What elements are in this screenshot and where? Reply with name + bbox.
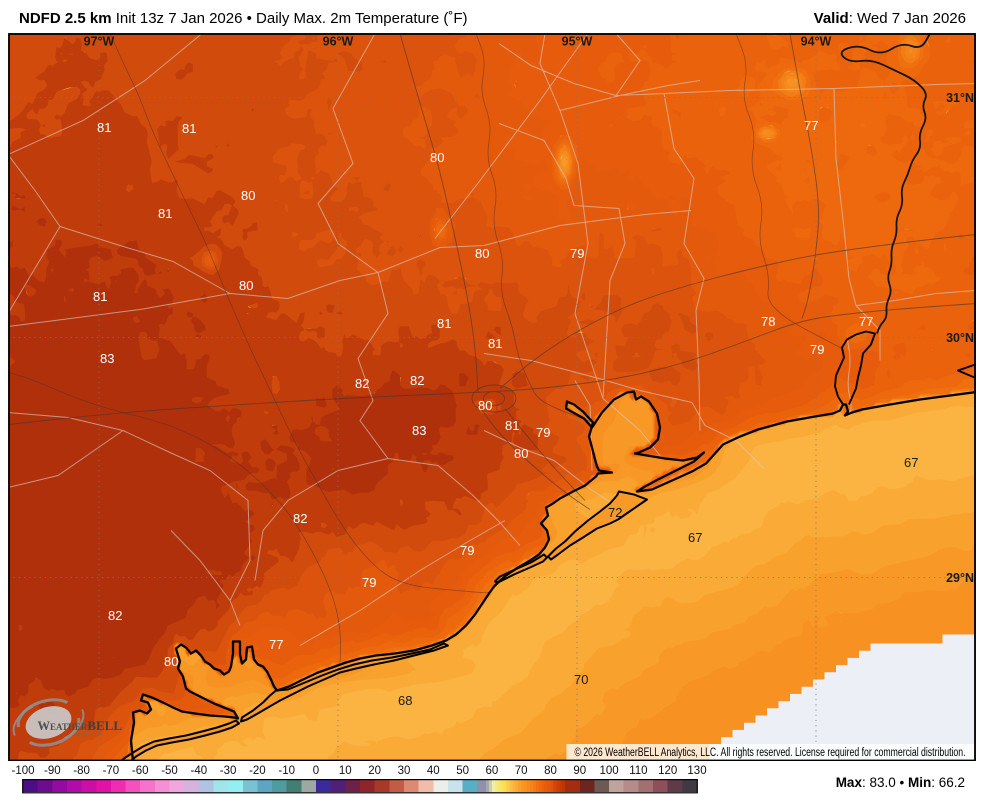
svg-text:80: 80 <box>475 246 489 261</box>
svg-text:94°W: 94°W <box>801 35 832 49</box>
svg-text:79: 79 <box>460 543 474 558</box>
svg-text:29°N: 29°N <box>946 571 974 585</box>
svg-text:31°N: 31°N <box>946 91 974 105</box>
svg-text:81: 81 <box>437 316 451 331</box>
svg-text:79: 79 <box>362 575 376 590</box>
svg-text:80: 80 <box>430 150 444 165</box>
svg-text:72: 72 <box>608 505 622 520</box>
svg-text:81: 81 <box>93 289 107 304</box>
svg-text:79: 79 <box>810 342 824 357</box>
svg-text:80: 80 <box>164 654 178 669</box>
svg-text:77: 77 <box>804 118 818 133</box>
svg-text:WEATHERBELL: WEATHERBELL <box>38 718 123 733</box>
svg-text:81: 81 <box>158 206 172 221</box>
svg-text:Analytics LLC: Analytics LLC <box>74 733 104 738</box>
svg-text:83: 83 <box>412 423 426 438</box>
svg-text:77: 77 <box>859 314 873 329</box>
svg-text:67: 67 <box>688 530 702 545</box>
svg-text:30°N: 30°N <box>946 331 974 345</box>
svg-text:80: 80 <box>478 398 492 413</box>
svg-text:79: 79 <box>536 425 550 440</box>
svg-text:97°W: 97°W <box>84 35 115 49</box>
svg-text:95°W: 95°W <box>562 35 593 49</box>
svg-text:82: 82 <box>108 608 122 623</box>
svg-text:81: 81 <box>182 121 196 136</box>
svg-text:77: 77 <box>269 637 283 652</box>
svg-text:83: 83 <box>100 351 114 366</box>
svg-text:78: 78 <box>761 314 775 329</box>
svg-text:80: 80 <box>241 188 255 203</box>
svg-text:82: 82 <box>293 511 307 526</box>
svg-text:© 2026 WeatherBELL Analytics,: © 2026 WeatherBELL Analytics, LLC. All r… <box>575 747 966 759</box>
svg-text:81: 81 <box>97 120 111 135</box>
svg-text:79: 79 <box>570 246 584 261</box>
svg-text:67: 67 <box>904 455 918 470</box>
svg-text:81: 81 <box>505 418 519 433</box>
svg-text:81: 81 <box>488 336 502 351</box>
svg-text:80: 80 <box>514 446 528 461</box>
svg-text:82: 82 <box>355 376 369 391</box>
svg-text:70: 70 <box>574 672 588 687</box>
svg-text:80: 80 <box>239 278 253 293</box>
svg-text:96°W: 96°W <box>323 35 354 49</box>
svg-text:82: 82 <box>410 373 424 388</box>
svg-text:68: 68 <box>398 693 412 708</box>
